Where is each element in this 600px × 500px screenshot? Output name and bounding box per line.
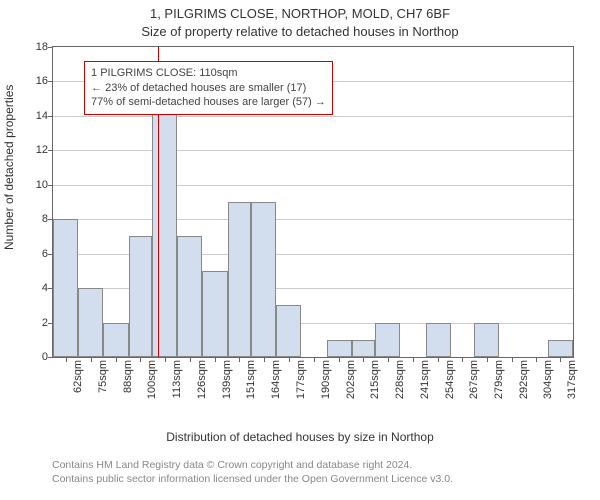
histogram-bar — [53, 219, 78, 357]
x-tick-mark — [314, 357, 315, 362]
x-tick-label: 75sqm — [97, 360, 109, 410]
x-tick-label: 279sqm — [493, 360, 505, 410]
histogram-bar — [129, 236, 152, 357]
x-tick-label: 241sqm — [419, 360, 431, 410]
x-tick-mark — [339, 357, 340, 362]
y-tick-label: 8 — [0, 213, 48, 225]
x-tick-mark — [239, 357, 240, 362]
x-tick-label: 100sqm — [146, 360, 158, 410]
credit-text: Contains HM Land Registry data © Crown c… — [52, 458, 453, 486]
y-tick-label: 0 — [0, 351, 48, 363]
x-tick-label: 317sqm — [566, 360, 578, 410]
annotation-line3: 77% of semi-detached houses are larger (… — [91, 95, 326, 110]
x-tick-label: 292sqm — [518, 360, 530, 410]
x-tick-label: 190sqm — [320, 360, 332, 410]
histogram-bar — [202, 271, 227, 357]
annotation-line2: ← 23% of detached houses are smaller (17… — [91, 81, 326, 96]
x-tick-mark — [289, 357, 290, 362]
y-tick-label: 2 — [0, 317, 48, 329]
y-tick-label: 16 — [0, 75, 48, 87]
y-tick-mark — [48, 47, 53, 48]
y-tick-label: 10 — [0, 179, 48, 191]
x-tick-mark — [438, 357, 439, 362]
y-tick-label: 14 — [0, 110, 48, 122]
y-tick-label: 4 — [0, 282, 48, 294]
x-tick-label: 215sqm — [369, 360, 381, 410]
x-tick-mark — [413, 357, 414, 362]
x-tick-label: 177sqm — [295, 360, 307, 410]
histogram-bar — [474, 323, 499, 357]
annotation-line1: 1 PILGRIMS CLOSE: 110sqm — [91, 66, 326, 81]
gridline — [53, 185, 573, 186]
x-tick-mark — [91, 357, 92, 362]
x-tick-label: 254sqm — [444, 360, 456, 410]
x-tick-mark — [487, 357, 488, 362]
x-tick-label: 88sqm — [122, 360, 134, 410]
histogram-bar — [327, 340, 352, 357]
x-tick-label: 304sqm — [542, 360, 554, 410]
histogram-bar — [276, 305, 301, 357]
histogram-bar — [375, 323, 400, 357]
histogram-bar — [78, 288, 103, 357]
gridline — [53, 116, 573, 117]
y-tick-label: 12 — [0, 144, 48, 156]
annotation-box: 1 PILGRIMS CLOSE: 110sqm ← 23% of detach… — [84, 61, 333, 116]
x-tick-mark — [388, 357, 389, 362]
y-tick-label: 18 — [0, 41, 48, 53]
x-tick-mark — [512, 357, 513, 362]
histogram-bar — [103, 323, 128, 357]
x-tick-label: 62sqm — [72, 360, 84, 410]
credit-line2: Contains public sector information licen… — [52, 472, 453, 486]
x-tick-label: 202sqm — [345, 360, 357, 410]
credit-line1: Contains HM Land Registry data © Crown c… — [52, 458, 453, 472]
x-tick-mark — [116, 357, 117, 362]
x-tick-label: 228sqm — [394, 360, 406, 410]
x-tick-mark — [462, 357, 463, 362]
x-tick-mark — [66, 357, 67, 362]
histogram-bar — [152, 99, 177, 357]
gridline — [53, 219, 573, 220]
gridline — [53, 150, 573, 151]
y-tick-mark — [48, 81, 53, 82]
x-tick-label: 151sqm — [245, 360, 257, 410]
histogram-bar — [228, 202, 251, 357]
x-tick-label: 113sqm — [171, 360, 183, 410]
x-tick-label: 139sqm — [221, 360, 233, 410]
y-tick-mark — [48, 150, 53, 151]
x-tick-mark — [165, 357, 166, 362]
x-tick-label: 164sqm — [270, 360, 282, 410]
histogram-bar — [251, 202, 276, 357]
x-axis-label: Distribution of detached houses by size … — [0, 430, 600, 444]
y-tick-mark — [48, 185, 53, 186]
chart-title-line1: 1, PILGRIMS CLOSE, NORTHOP, MOLD, CH7 6B… — [0, 6, 600, 21]
x-tick-mark — [264, 357, 265, 362]
x-tick-mark — [363, 357, 364, 362]
x-tick-label: 126sqm — [196, 360, 208, 410]
histogram-bar — [548, 340, 573, 357]
x-tick-mark — [536, 357, 537, 362]
x-tick-mark — [140, 357, 141, 362]
histogram-bar — [352, 340, 375, 357]
chart-title-line2: Size of property relative to detached ho… — [0, 24, 600, 39]
histogram-bar — [177, 236, 202, 357]
y-tick-mark — [48, 357, 53, 358]
x-tick-mark — [190, 357, 191, 362]
x-tick-label: 267sqm — [468, 360, 480, 410]
histogram-bar — [426, 323, 451, 357]
x-tick-mark — [560, 357, 561, 362]
x-tick-mark — [215, 357, 216, 362]
y-tick-label: 6 — [0, 248, 48, 260]
y-tick-mark — [48, 116, 53, 117]
